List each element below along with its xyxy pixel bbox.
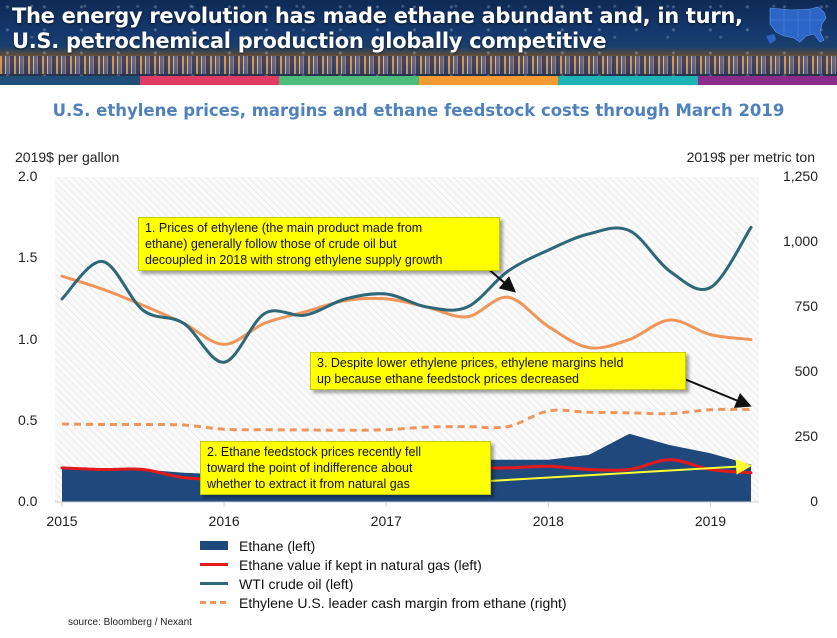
- page-title: The energy revolution has made ethane ab…: [12, 4, 743, 54]
- color-stripes: [0, 76, 837, 85]
- legend-item-margin: Ethylene U.S. leader cash margin from et…: [200, 593, 567, 612]
- chart-title: U.S. ethylene prices, margins and ethane…: [52, 101, 785, 120]
- annotation-3-line: 3. Despite lower ethylene prices, ethyle…: [317, 356, 624, 370]
- legend-label: WTI crude oil (left): [239, 575, 354, 592]
- y-tick-label-left: 1.5: [18, 249, 38, 266]
- us-map-icon: [766, 6, 827, 44]
- title-line-2: U.S. petrochemical production globally c…: [12, 29, 607, 53]
- annotation-1-line: 1. Prices of ethylene (the main product …: [145, 221, 423, 235]
- annotation-2-line: 2. Ethane feedstock prices recently fell: [207, 445, 422, 459]
- y-tick-label-right: 1,000: [782, 233, 818, 249]
- stripe: [139, 76, 279, 85]
- legend-swatch-area: [200, 536, 228, 555]
- annotation-1-line: ethane) generally follow those of crude …: [145, 237, 397, 251]
- y-tick-label-right: 1,250: [782, 168, 818, 184]
- x-tick-label: 2015: [46, 513, 78, 529]
- annotation-2-line: whether to extract it from natural gas: [207, 477, 410, 491]
- series-wti-crude-oil: [60, 225, 753, 364]
- legend-label: Ethane value if kept in natural gas (lef…: [239, 556, 482, 573]
- stripe: [279, 76, 419, 85]
- annotation-1-line: decoupled in 2018 with strong ethylene s…: [145, 253, 443, 267]
- y-tick-label-left: 1.0: [18, 330, 38, 347]
- header-banner: The energy revolution has made ethane ab…: [0, 0, 837, 76]
- annotation-3-arrow: [676, 375, 752, 408]
- legend-item-wti: WTI crude oil (left): [200, 574, 567, 593]
- legend-label: Ethylene U.S. leader cash margin from et…: [239, 594, 567, 611]
- x-tick-label: 2019: [694, 513, 727, 529]
- y-tick-label-right: 750: [794, 298, 818, 314]
- y-tick-label-left: 0.5: [18, 411, 38, 428]
- x-tick-label: 2017: [370, 513, 402, 529]
- y-tick-label-left: 2.0: [18, 168, 38, 184]
- annotation-2: 2. Ethane feedstock prices recently fell…: [200, 441, 491, 495]
- y-tick-label-right: 250: [794, 428, 818, 444]
- legend: Ethane (left) Ethane value if kept in na…: [200, 536, 567, 612]
- annotation-3: 3. Despite lower ethylene prices, ethyle…: [310, 352, 686, 390]
- annotation-3-line: up because ethane feedstock prices decre…: [317, 372, 579, 386]
- right-axis-label: 2019$ per metric ton: [686, 149, 815, 165]
- stripe: [697, 76, 837, 85]
- left-axis-label: 2019$ per gallon: [15, 149, 120, 165]
- annotation-2-line: toward the point of indifference about: [207, 461, 413, 475]
- stripe: [558, 76, 698, 85]
- x-tick-label: 2018: [532, 513, 564, 529]
- legend-swatch-line: [200, 555, 228, 574]
- x-tick-label: 2016: [208, 513, 240, 529]
- y-tick-label-right: 0: [810, 493, 818, 509]
- y-tick-label-right: 500: [794, 363, 818, 379]
- stripe: [0, 76, 140, 85]
- annotation-2-arrow: [488, 458, 752, 482]
- annotation-1: 1. Prices of ethylene (the main product …: [138, 217, 500, 271]
- title-line-1: The energy revolution has made ethane ab…: [12, 4, 743, 28]
- legend-swatch-line: [200, 574, 228, 593]
- legend-label: Ethane (left): [239, 537, 316, 554]
- legend-item-ethane-value: Ethane value if kept in natural gas (lef…: [200, 555, 567, 574]
- banner-city-lights: [0, 56, 837, 74]
- stripe: [418, 76, 558, 85]
- legend-swatch-dashed: [200, 593, 228, 612]
- source-note: source: Bloomberg / Nexant: [68, 617, 192, 628]
- y-tick-label-left: 0.0: [18, 493, 38, 509]
- legend-item-ethane: Ethane (left): [200, 536, 567, 555]
